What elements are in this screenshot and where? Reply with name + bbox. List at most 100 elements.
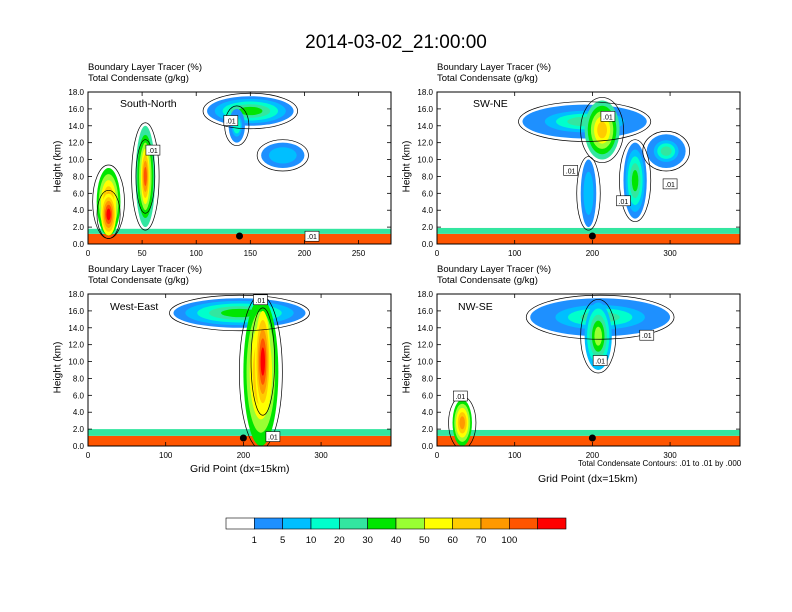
contour-line — [619, 139, 652, 223]
field-blob — [103, 200, 114, 228]
field-blob — [587, 308, 610, 364]
panel4-header: Boundary Layer Tracer (%) Total Condensa… — [437, 264, 551, 286]
field-blob — [268, 147, 297, 164]
field-blob — [587, 105, 617, 155]
panel4-line2: Total Condensate (g/kg) — [437, 275, 538, 286]
x-tick-label: 0 — [435, 451, 440, 460]
y-tick-label: 4.0 — [73, 206, 85, 215]
contour-line — [256, 139, 309, 172]
field-blob — [249, 324, 273, 420]
panel2-ylabel: Height (km) — [401, 140, 413, 193]
contour-line — [202, 92, 298, 130]
field-blob — [221, 308, 258, 318]
y-tick-label: 16.0 — [417, 307, 433, 316]
contour-label: .01 — [566, 168, 576, 175]
field-blob — [650, 137, 683, 165]
x-tick-label: 100 — [159, 451, 173, 460]
field-blob — [533, 107, 636, 136]
contour-label-box — [600, 111, 616, 122]
contour-line — [169, 294, 310, 332]
x-tick-label: 250 — [352, 249, 366, 258]
y-tick-label: 2.0 — [73, 425, 85, 434]
field-blob — [214, 98, 286, 124]
y-tick-label: 18.0 — [68, 290, 84, 299]
y-tick-label: 4.0 — [73, 408, 85, 417]
field-blob — [255, 310, 271, 413]
y-tick-label: 2.0 — [422, 425, 434, 434]
contour-label-box — [616, 195, 631, 207]
field-blob — [653, 140, 679, 162]
panel1-line2: Total Condensate (g/kg) — [88, 73, 189, 84]
field-blob — [103, 186, 115, 218]
panel-name: SW-NE — [473, 98, 508, 110]
field-blob — [457, 412, 467, 434]
field-blob — [197, 303, 282, 323]
field-blob — [243, 298, 279, 446]
colorbar-label: 1 — [252, 535, 257, 546]
contour-label: .01 — [619, 199, 629, 206]
colorbar-label: 30 — [362, 535, 373, 546]
panel-frame — [87, 293, 392, 447]
field-band — [88, 233, 391, 244]
contour-line — [92, 164, 125, 239]
field-blob — [222, 101, 279, 121]
panel2-line1: Boundary Layer Tracer (%) — [437, 62, 552, 73]
x-tick-label: 200 — [237, 451, 251, 460]
colorbar-swatch — [480, 517, 510, 530]
field-blob — [106, 208, 111, 221]
field-band — [437, 435, 740, 446]
y-tick-label: 0.0 — [73, 442, 85, 451]
y-tick-label: 2.0 — [422, 223, 434, 232]
field-blob — [591, 320, 605, 352]
contour-label-box — [145, 144, 161, 156]
field-blob — [261, 142, 305, 168]
field-blob — [173, 298, 306, 328]
y-tick-label: 12.0 — [417, 139, 433, 148]
field-blob — [100, 193, 117, 236]
x-tick-label: 300 — [314, 451, 328, 460]
field-band — [437, 429, 740, 436]
panel1-line1: Boundary Layer Tracer (%) — [88, 62, 203, 73]
field-blob — [590, 111, 614, 149]
contour-label: .01 — [603, 114, 613, 121]
field-blob — [589, 314, 607, 358]
x-tick-label: 0 — [86, 249, 91, 258]
field-blob — [246, 311, 276, 433]
field-blob — [142, 162, 149, 191]
field-blob — [597, 121, 607, 139]
y-tick-label: 16.0 — [68, 105, 84, 114]
y-tick-label: 0.0 — [422, 240, 434, 249]
x-tick-label: 200 — [586, 249, 600, 258]
colorbar-swatch — [395, 517, 425, 530]
colorbar-swatch — [254, 517, 283, 530]
field-blob — [100, 180, 117, 224]
x-tick-label: 200 — [298, 249, 312, 258]
x-tick-label: 50 — [138, 249, 147, 258]
contour-label-box — [265, 431, 281, 442]
contour-label-box — [592, 355, 608, 366]
field-blob — [96, 168, 121, 236]
panel3-xlabel: Grid Point (dx=15km) — [190, 463, 290, 475]
field-blob — [256, 320, 270, 404]
field-blob — [627, 156, 643, 205]
colorbar-swatch — [509, 517, 538, 530]
field-blob — [555, 305, 645, 330]
field-blob — [230, 104, 271, 118]
y-tick-label: 6.0 — [73, 189, 85, 198]
contour-line — [96, 189, 121, 239]
location-marker — [236, 232, 243, 240]
field-band — [88, 228, 391, 234]
colorbar-swatch — [225, 517, 255, 530]
contour-line — [239, 294, 283, 446]
field-blob — [594, 116, 611, 144]
colorbar-swatch — [537, 517, 567, 530]
contour-label: .01 — [268, 435, 278, 442]
contour-label: .01 — [226, 119, 236, 126]
panel3-header: Boundary Layer Tracer (%) Total Condensa… — [88, 264, 202, 286]
contour-line — [580, 97, 624, 163]
x-tick-label: 0 — [435, 249, 440, 258]
field-blob — [207, 96, 294, 126]
field-blob — [454, 403, 471, 442]
y-tick-label: 18.0 — [417, 88, 433, 97]
